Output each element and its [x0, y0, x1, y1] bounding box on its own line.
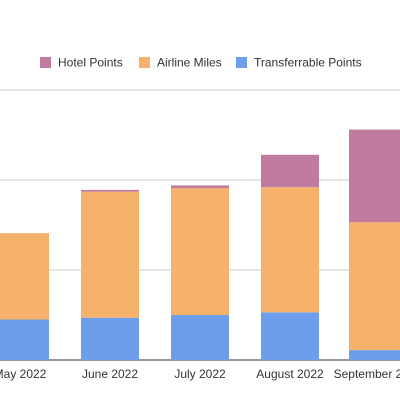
bar-hotel-points-3: [171, 185, 229, 189]
bar-transferrable-points-2: [81, 317, 139, 360]
legend-item: Hotel Points: [40, 56, 123, 70]
legend-item: Airline Miles: [139, 56, 222, 70]
x-tick-label: July 2022: [174, 367, 226, 381]
bar-airline-miles-1: [0, 233, 49, 320]
legend-label: Hotel Points: [58, 56, 123, 70]
x-tick-label: May 2022: [0, 367, 47, 381]
bars: [0, 129, 400, 360]
legend-label: Transferrable Points: [254, 56, 362, 70]
legend-swatch: [40, 57, 51, 68]
x-tick-label: June 2022: [82, 367, 138, 381]
legend: Hotel Points Airline Miles Transferrable P…: [40, 56, 362, 70]
bar-airline-miles-3: [171, 188, 229, 315]
bar-transferrable-points-1: [0, 319, 49, 360]
legend-item: Transferrable Points: [236, 56, 362, 70]
legend-swatch: [236, 57, 247, 68]
bar-hotel-points-4: [261, 154, 319, 188]
legend-label: Airline Miles: [157, 56, 222, 70]
bar-transferrable-points-4: [261, 312, 319, 360]
bar-airline-miles-5: [349, 222, 400, 351]
bar-hotel-points-2: [81, 189, 139, 192]
bar-hotel-points-5: [349, 129, 400, 223]
bar-transferrable-points-3: [171, 315, 229, 360]
x-axis: May 2022 June 2022 July 2022 August 2022 Sep…: [0, 367, 400, 381]
legend-swatch: [139, 57, 150, 68]
x-tick-label: August 2022: [256, 367, 324, 381]
bar-transferrable-points-5: [349, 350, 400, 360]
bar-airline-miles-4: [261, 187, 319, 313]
x-tick-label: September 2022: [334, 367, 400, 381]
bar-airline-miles-2: [81, 191, 139, 318]
